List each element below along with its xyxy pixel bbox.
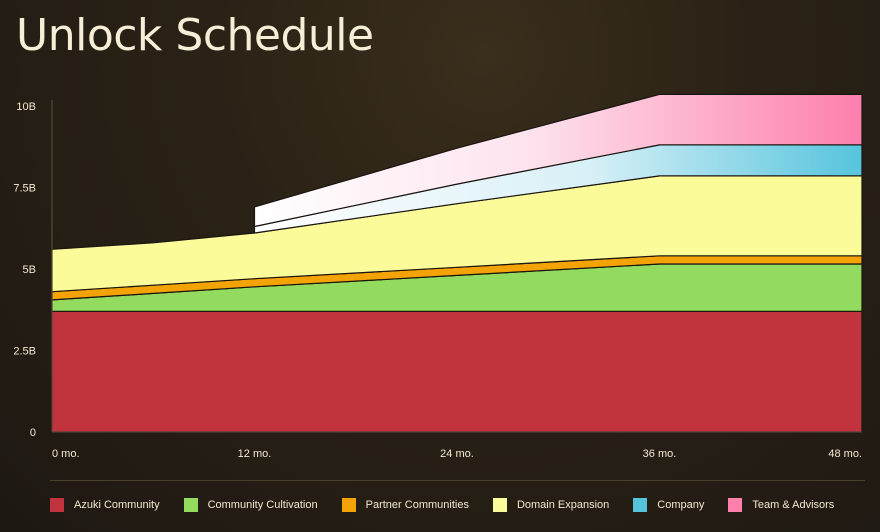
chart-title: Unlock Schedule — [16, 10, 374, 61]
x-tick-label: 12 mo. — [238, 448, 272, 460]
area-layers — [51, 93, 863, 433]
legend-item-azuki-community: Azuki Community — [50, 498, 160, 512]
legend: Azuki Community Community Cultivation Part… — [50, 498, 870, 512]
legend-label: Team & Advisors — [752, 499, 835, 511]
y-tick-label: 5B — [23, 264, 36, 276]
legend-swatch — [341, 498, 356, 512]
y-axis: 0 2.5B 5B 7.5B 10B — [13, 100, 53, 439]
legend-swatch — [183, 498, 198, 512]
area-team-and-advisors — [253, 93, 863, 228]
area-azuki-community — [51, 310, 863, 433]
legend-label: Company — [657, 499, 705, 511]
y-tick-label: 10B — [16, 101, 36, 113]
y-tick-label: 2.5B — [13, 345, 36, 357]
legend-label: Azuki Community — [74, 499, 160, 511]
legend-swatch — [633, 498, 648, 512]
legend-item-domain-expansion: Domain Expansion — [492, 498, 610, 512]
legend-divider — [50, 480, 865, 481]
x-tick-label: 36 mo. — [643, 448, 677, 460]
x-tick-label: 48 mo. — [828, 448, 862, 460]
legend-label: Community Cultivation — [207, 499, 318, 511]
x-tick-label: 0 mo. — [52, 448, 80, 460]
legend-label: Partner Communities — [365, 499, 469, 511]
legend-swatch — [492, 498, 507, 512]
legend-item-community-cultivation: Community Cultivation — [183, 498, 318, 512]
y-tick-label: 7.5B — [13, 182, 36, 194]
x-axis: 0 mo. 12 mo. 24 mo. 36 mo. 48 mo. — [52, 431, 862, 460]
legend-item-partner-communities: Partner Communities — [341, 498, 469, 512]
legend-swatch — [728, 498, 743, 512]
y-tick-label: 0 — [30, 427, 36, 439]
legend-item-company: Company — [633, 498, 704, 512]
legend-label: Domain Expansion — [516, 499, 610, 511]
legend-item-team-and-advisors: Team & Advisors — [728, 498, 834, 512]
x-tick-label: 24 mo. — [440, 448, 474, 460]
legend-swatch — [50, 498, 64, 512]
